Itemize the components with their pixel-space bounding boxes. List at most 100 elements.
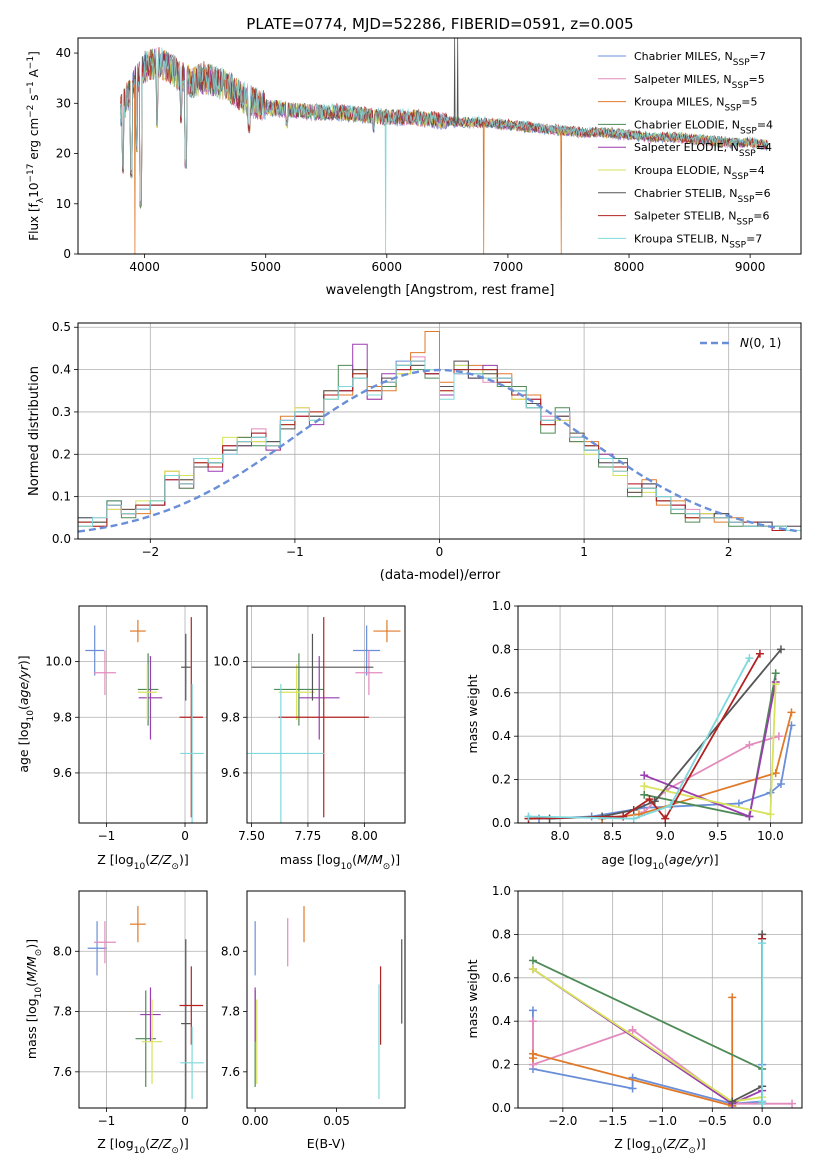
x-tick-label: 0.0: [753, 1114, 772, 1128]
data-point: [138, 656, 163, 740]
x-tick-label: 9000: [735, 260, 766, 274]
legend-label: Salpeter ELODIE, NSSP=4: [634, 141, 772, 159]
weight-marker: [640, 771, 649, 780]
weight-marker: [728, 993, 737, 1002]
y-tick-label: 30: [56, 96, 71, 110]
spectrum-spike: [134, 84, 136, 254]
data-point: [278, 664, 315, 721]
panel-mass_vs_ebv: 0.00 0.05 7.6 7.8 8.0 E(B-V): [221, 890, 406, 1151]
legend-label: Kroupa ELODIE, NSSP=4: [634, 164, 765, 182]
legend: N(0, 1): [700, 336, 781, 350]
x-tick-label: 1: [580, 545, 588, 559]
x-tick-label: 8.00: [351, 829, 378, 843]
y-tick-label: 0: [63, 247, 71, 261]
y-tick-label: 9.6: [53, 766, 72, 780]
axes-frame: [517, 605, 803, 824]
y-tick-label: 0.1: [52, 490, 71, 504]
y-tick-label: 0.8: [492, 927, 511, 941]
y-tick-label: 10.0: [213, 655, 240, 669]
spectrum-spike: [482, 123, 485, 254]
y-tick-label: 40: [56, 46, 71, 60]
spectrum-spike: [456, 38, 459, 124]
x-axis-label: mass [log10(M/M⊙)]: [280, 852, 400, 872]
y-tick-label: 0.4: [52, 363, 71, 377]
weight-marker: [766, 810, 775, 819]
weight-marker: [758, 1097, 767, 1106]
data-point: [373, 619, 401, 643]
x-tick-label: 0: [181, 1114, 189, 1128]
x-tick-label: −0.5: [698, 1114, 727, 1128]
panel-mass_vs_Z: −1 0 7.6 7.8 8.0 Z [log10(Z/Z⊙)] mass [log10(M…: [24, 890, 208, 1156]
x-tick-label: −1: [98, 1114, 116, 1128]
data-point: [180, 1026, 204, 1099]
plot-area: [78, 323, 801, 539]
x-axis-label: E(B-V): [307, 1136, 346, 1151]
x-axis-label: Z [log10(Z/Z⊙)]: [97, 852, 188, 872]
data-point: [353, 625, 381, 676]
data-point: [181, 633, 191, 701]
plot-area: [79, 606, 207, 823]
weight-marker: [771, 669, 780, 678]
x-tick-label: −1: [286, 545, 304, 559]
data-point: [85, 625, 105, 676]
weight-line: [528, 657, 751, 820]
data-point: [355, 650, 383, 696]
data-point: [179, 617, 204, 818]
data-point: [130, 906, 146, 943]
data-point: [140, 987, 161, 1042]
x-tick-label: 9.0: [656, 829, 675, 843]
x-axis-label: Z [log10(Z/Z⊙)]: [97, 1136, 188, 1156]
y-tick-label: 10: [56, 197, 71, 211]
legend-label: Kroupa STELIB, NSSP=7: [634, 232, 762, 250]
x-tick-label: 2: [725, 545, 733, 559]
plot-area: [518, 606, 802, 823]
x-tick-label: −1: [98, 829, 116, 843]
x-tick-label: 7.75: [295, 829, 322, 843]
weight-marker: [524, 812, 533, 821]
legend-label: Kroupa MILES, NSSP=5: [634, 96, 758, 114]
y-axis-label: Flux [fλ10−17 erg cm−2 s−1 A−1]: [26, 51, 46, 241]
x-tick-label: 8000: [614, 260, 645, 274]
x-tick-label: 7.50: [238, 829, 265, 843]
grid: [79, 606, 207, 823]
weight-marker: [528, 965, 537, 974]
x-tick-label: 8.0: [551, 829, 570, 843]
weight-marker: [776, 645, 785, 654]
plot-area: [247, 606, 405, 823]
y-tick-label: 0.2: [492, 773, 511, 787]
y-tick-label: 10.0: [45, 655, 72, 669]
y-tick-label: 0.8: [492, 642, 511, 656]
y-tick-label: 0.3: [52, 405, 71, 419]
panel-weight_vs_Z: −2.0 −1.5 −1.0 −0.5 0.0 0.0 0.2 0.4 0.6 0.8 1.0 Z […: [465, 884, 803, 1156]
x-tick-label: −2: [141, 545, 159, 559]
data-point: [274, 653, 324, 726]
weight-marker: [528, 1017, 537, 1026]
grid: [518, 891, 802, 1108]
weight-line: [644, 684, 777, 816]
plot-area: [79, 891, 207, 1108]
panel-weight_vs_age: 8.0 8.5 9.0 9.5 10.0 0.0 0.2 0.4 0.6 0.8 1.0 age [l…: [465, 599, 803, 872]
y-tick-label: 1.0: [492, 599, 511, 613]
y-tick-label: 0.0: [492, 816, 511, 830]
y-tick-label: 20: [56, 147, 71, 161]
weight-line: [643, 681, 777, 818]
weight-marker: [745, 740, 754, 749]
data-point: [93, 921, 116, 964]
weight-marker: [758, 939, 767, 948]
data-point: [247, 683, 324, 823]
x-tick-label: 9.5: [708, 829, 727, 843]
y-axis-label: mass weight: [465, 959, 480, 1038]
y-tick-label: 0.4: [492, 729, 511, 743]
x-axis-label: Z [log10(Z/Z⊙)]: [614, 1136, 705, 1156]
weight-marker: [776, 779, 785, 788]
y-tick-label: 8.0: [53, 944, 72, 958]
histogram-step: [78, 360, 801, 531]
legend: Chabrier MILES, NSSP=7 Salpeter MILES, NS…: [598, 50, 773, 250]
spectrum-line: [120, 47, 769, 206]
legend-label: Salpeter STELIB, NSSP=6: [634, 210, 770, 228]
weight-marker: [629, 814, 638, 823]
x-tick-label: 0: [181, 829, 189, 843]
weight-marker: [640, 782, 649, 791]
weight-marker: [771, 680, 780, 689]
